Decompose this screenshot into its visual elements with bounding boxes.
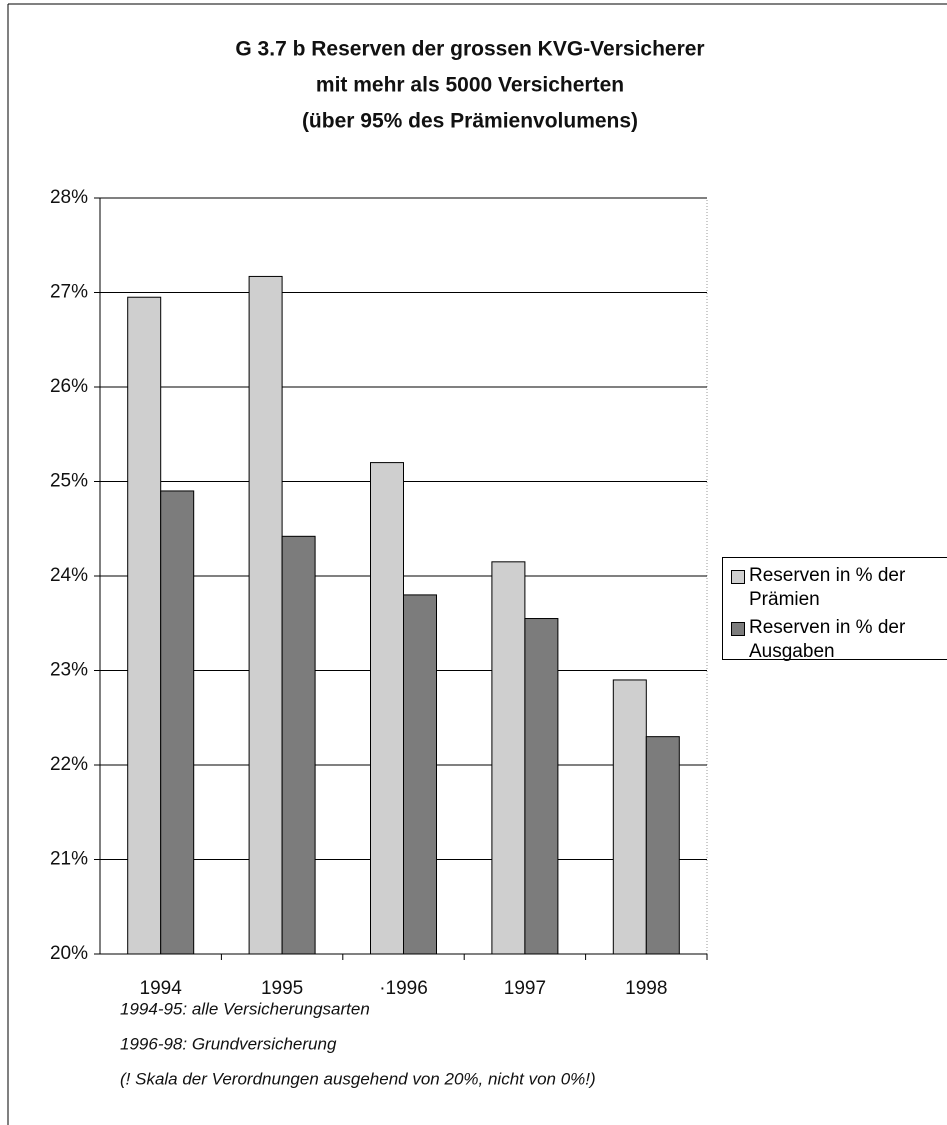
y-tick-label: 23% [50, 660, 88, 681]
x-tick-label: ·1996 [379, 978, 428, 999]
bar [403, 594, 437, 955]
x-tick-label: 1995 [261, 978, 303, 999]
legend-item: Reserven in % der Ausgaben [731, 616, 947, 664]
y-tick-label: 24% [50, 565, 88, 586]
y-tick-label: 26% [50, 376, 88, 397]
legend-swatch [731, 622, 745, 636]
legend: Reserven in % der Prämien Reserven in % d… [722, 557, 947, 662]
bar [524, 618, 559, 955]
y-tick-label: 21% [50, 849, 88, 870]
y-tick-label: 22% [50, 754, 88, 775]
chart-title: (über 95% des Prämienvolumens) [302, 110, 638, 133]
bar [248, 275, 283, 955]
bar [645, 736, 680, 955]
x-tick-label: 1997 [504, 978, 546, 999]
chart-title: mit mehr als 5000 Versicherten [316, 74, 624, 97]
legend-swatch [731, 570, 745, 584]
bar [491, 561, 526, 955]
y-tick-label: 20% [50, 943, 88, 964]
legend-label: Reserven in % der Prämien [749, 565, 906, 610]
y-tick-label: 28% [50, 187, 88, 208]
chart-title: G 3.7 b Reserven der grossen KVG-Versich… [235, 38, 704, 61]
note: (! Skala der Verordnungen ausgehend von … [120, 1069, 596, 1088]
note: 1994-95: alle Versicherungsarten [120, 999, 370, 1018]
x-tick-label: 1994 [140, 978, 183, 999]
bar [160, 490, 195, 955]
legend-item: Reserven in % der Prämien [731, 564, 947, 612]
legend-label: Reserven in % der Ausgaben [749, 617, 906, 662]
y-tick-label: 25% [50, 471, 88, 492]
x-tick-label: 1998 [625, 978, 667, 999]
bar [370, 462, 404, 955]
y-tick-label: 27% [50, 282, 88, 303]
bar [127, 296, 162, 955]
note: 1996-98: Grundversicherung [120, 1034, 337, 1053]
bar [612, 679, 647, 955]
bar [281, 535, 316, 955]
